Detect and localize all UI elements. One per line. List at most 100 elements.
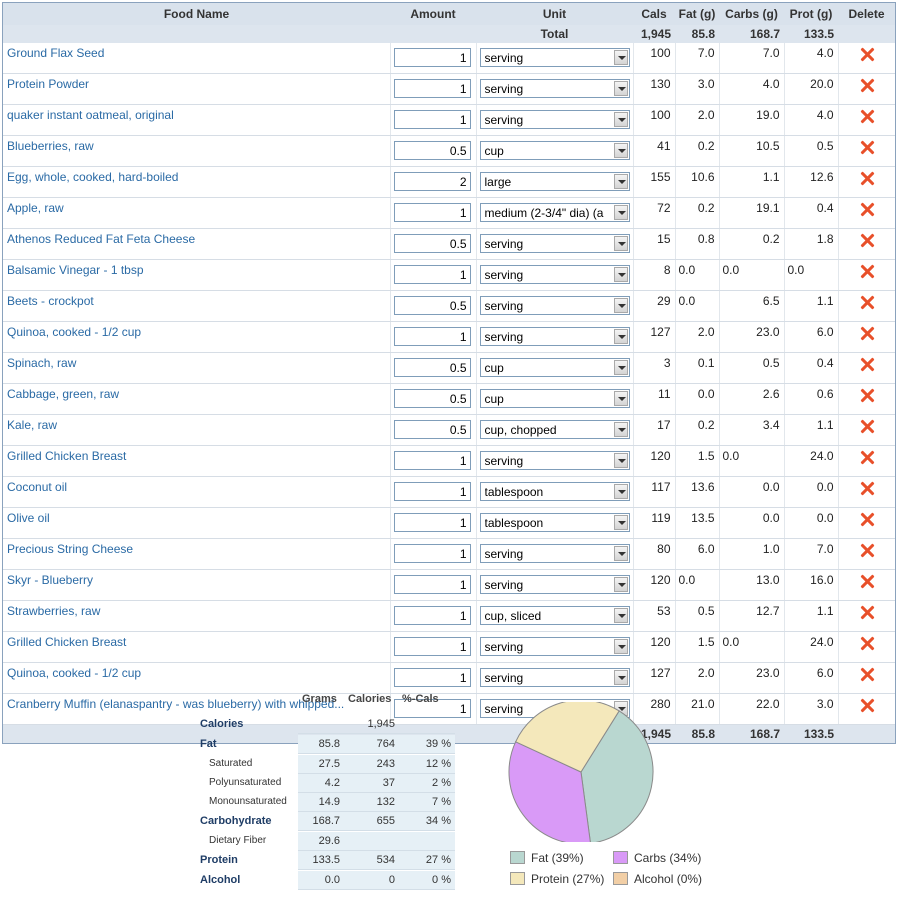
unit-select[interactable]: serving xyxy=(479,327,630,346)
food-name-link[interactable]: Strawberries, raw xyxy=(7,604,101,618)
food-name-link[interactable]: quaker instant oatmeal, original xyxy=(7,108,174,122)
chevron-down-icon[interactable] xyxy=(613,205,628,220)
header-amount[interactable]: Amount xyxy=(390,3,476,25)
amount-input[interactable] xyxy=(393,513,471,532)
unit-select[interactable]: serving xyxy=(479,48,630,67)
delete-x-icon[interactable] xyxy=(860,171,874,185)
unit-select[interactable]: serving xyxy=(479,79,630,98)
food-name-link[interactable]: Kale, raw xyxy=(7,418,58,432)
unit-select[interactable]: serving xyxy=(479,575,630,594)
delete-x-icon[interactable] xyxy=(860,295,874,309)
unit-select[interactable]: serving xyxy=(479,296,630,315)
amount-input[interactable] xyxy=(393,544,471,563)
chevron-down-icon[interactable] xyxy=(613,360,628,375)
amount-input[interactable] xyxy=(393,203,471,222)
chevron-down-icon[interactable] xyxy=(613,422,628,437)
unit-select[interactable]: tablespoon xyxy=(479,482,630,501)
delete-x-icon[interactable] xyxy=(860,326,874,340)
food-name-link[interactable]: Grilled Chicken Breast xyxy=(7,449,127,463)
unit-select[interactable]: cup xyxy=(479,358,630,377)
food-name-link[interactable]: Apple, raw xyxy=(7,201,64,215)
unit-select[interactable]: cup xyxy=(479,389,630,408)
delete-x-icon[interactable] xyxy=(860,698,874,712)
delete-x-icon[interactable] xyxy=(860,605,874,619)
header-prot[interactable]: Prot (g) xyxy=(784,3,838,25)
chevron-down-icon[interactable] xyxy=(613,143,628,158)
chevron-down-icon[interactable] xyxy=(613,608,628,623)
food-name-link[interactable]: Blueberries, raw xyxy=(7,139,94,153)
header-cals[interactable]: Cals xyxy=(633,3,675,25)
unit-select[interactable]: serving xyxy=(479,451,630,470)
amount-input[interactable] xyxy=(393,358,471,377)
food-name-link[interactable]: Beets - crockpot xyxy=(7,294,94,308)
header-food-name[interactable]: Food Name xyxy=(3,3,390,25)
unit-select[interactable]: serving xyxy=(479,110,630,129)
chevron-down-icon[interactable] xyxy=(613,670,628,685)
delete-x-icon[interactable] xyxy=(860,264,874,278)
amount-input[interactable] xyxy=(393,637,471,656)
delete-x-icon[interactable] xyxy=(860,78,874,92)
unit-select[interactable]: cup, chopped xyxy=(479,420,630,439)
food-name-link[interactable]: Cabbage, green, raw xyxy=(7,387,120,401)
chevron-down-icon[interactable] xyxy=(613,453,628,468)
amount-input[interactable] xyxy=(393,327,471,346)
unit-select[interactable]: large xyxy=(479,172,630,191)
food-name-link[interactable]: Spinach, raw xyxy=(7,356,77,370)
chevron-down-icon[interactable] xyxy=(613,329,628,344)
amount-input[interactable] xyxy=(393,172,471,191)
amount-input[interactable] xyxy=(393,420,471,439)
unit-select[interactable]: serving xyxy=(479,544,630,563)
unit-select[interactable]: serving xyxy=(479,265,630,284)
delete-x-icon[interactable] xyxy=(860,450,874,464)
chevron-down-icon[interactable] xyxy=(613,577,628,592)
unit-select[interactable]: tablespoon xyxy=(479,513,630,532)
amount-input[interactable] xyxy=(393,110,471,129)
unit-select[interactable]: cup, sliced xyxy=(479,606,630,625)
unit-select[interactable]: cup xyxy=(479,141,630,160)
food-name-link[interactable]: Egg, whole, cooked, hard-boiled xyxy=(7,170,179,184)
amount-input[interactable] xyxy=(393,699,471,718)
food-name-link[interactable]: Quinoa, cooked - 1/2 cup xyxy=(7,666,142,680)
amount-input[interactable] xyxy=(393,48,471,67)
chevron-down-icon[interactable] xyxy=(613,298,628,313)
unit-select[interactable]: medium (2-3/4" dia) (a xyxy=(479,203,630,222)
chevron-down-icon[interactable] xyxy=(613,50,628,65)
delete-x-icon[interactable] xyxy=(860,233,874,247)
header-fat[interactable]: Fat (g) xyxy=(675,3,719,25)
amount-input[interactable] xyxy=(393,668,471,687)
amount-input[interactable] xyxy=(393,482,471,501)
chevron-down-icon[interactable] xyxy=(613,236,628,251)
header-unit[interactable]: Unit xyxy=(476,3,633,25)
food-name-link[interactable]: Skyr - Blueberry xyxy=(7,573,94,587)
delete-x-icon[interactable] xyxy=(860,388,874,402)
delete-x-icon[interactable] xyxy=(860,481,874,495)
chevron-down-icon[interactable] xyxy=(613,112,628,127)
food-name-link[interactable]: Coconut oil xyxy=(7,480,68,494)
chevron-down-icon[interactable] xyxy=(613,391,628,406)
food-name-link[interactable]: Olive oil xyxy=(7,511,50,525)
header-carbs[interactable]: Carbs (g) xyxy=(719,3,784,25)
unit-select[interactable]: serving xyxy=(479,637,630,656)
delete-x-icon[interactable] xyxy=(860,636,874,650)
unit-select[interactable]: serving xyxy=(479,234,630,253)
delete-x-icon[interactable] xyxy=(860,667,874,681)
amount-input[interactable] xyxy=(393,389,471,408)
delete-x-icon[interactable] xyxy=(860,419,874,433)
chevron-down-icon[interactable] xyxy=(613,484,628,499)
amount-input[interactable] xyxy=(393,296,471,315)
amount-input[interactable] xyxy=(393,451,471,470)
delete-x-icon[interactable] xyxy=(860,512,874,526)
food-name-link[interactable]: Grilled Chicken Breast xyxy=(7,635,127,649)
delete-x-icon[interactable] xyxy=(860,47,874,61)
food-name-link[interactable]: Balsamic Vinegar - 1 tbsp xyxy=(7,263,144,277)
delete-x-icon[interactable] xyxy=(860,109,874,123)
chevron-down-icon[interactable] xyxy=(613,639,628,654)
amount-input[interactable] xyxy=(393,234,471,253)
delete-x-icon[interactable] xyxy=(860,202,874,216)
food-name-link[interactable]: Ground Flax Seed xyxy=(7,46,105,60)
delete-x-icon[interactable] xyxy=(860,357,874,371)
amount-input[interactable] xyxy=(393,606,471,625)
chevron-down-icon[interactable] xyxy=(613,174,628,189)
delete-x-icon[interactable] xyxy=(860,574,874,588)
chevron-down-icon[interactable] xyxy=(613,267,628,282)
